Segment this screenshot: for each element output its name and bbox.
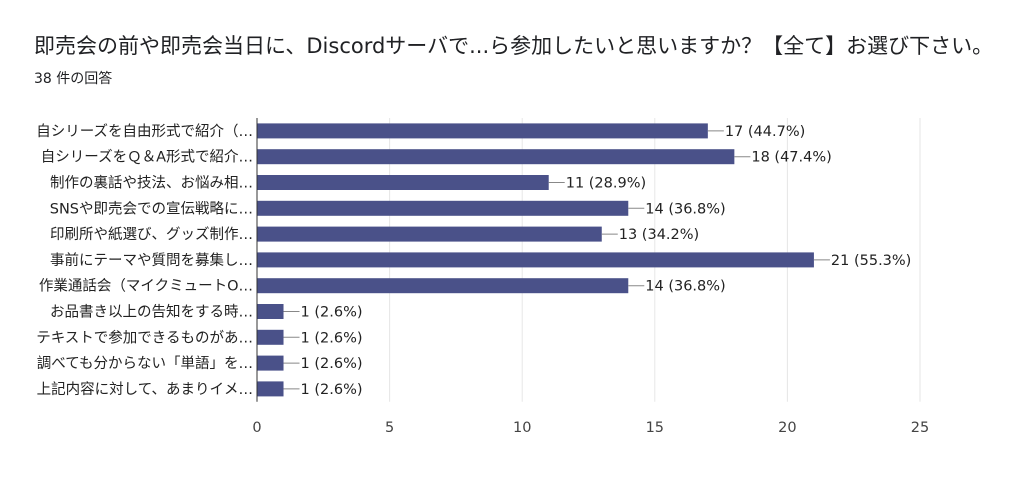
category-label: お品書き以上の告知をする時…: [50, 304, 253, 321]
value-label: 18 (47.4%): [751, 150, 831, 166]
value-label: 11 (28.9%): [566, 176, 646, 192]
value-label: 1 (2.6%): [301, 382, 363, 398]
bar: [257, 329, 284, 345]
chart-title: 即売会の前や即売会当日に、Discordサーバで...ら参加したいと思いますか？…: [34, 34, 994, 58]
bar: [257, 278, 629, 294]
value-label: 13 (34.2%): [619, 227, 699, 243]
x-tick-label: 20: [778, 420, 796, 436]
bars: [257, 123, 830, 397]
value-label: 14 (36.8%): [645, 201, 725, 217]
value-label: 17 (44.7%): [725, 124, 805, 140]
response-count: 38 件の回答: [34, 71, 113, 87]
category-label: 調べても分からない「単語」を…: [37, 355, 253, 372]
x-tick-label: 25: [911, 420, 929, 436]
category-label: 上記内容に対して、あまりイメ…: [37, 381, 253, 398]
bar: [257, 149, 735, 165]
category-label: 自シリーズをＱ＆A形式で紹介…: [41, 149, 253, 166]
x-tick-label: 5: [385, 420, 394, 436]
bar: [257, 381, 284, 397]
value-label: 21 (55.3%): [831, 253, 911, 269]
value-label: 1 (2.6%): [301, 356, 363, 372]
x-tick-label: 15: [646, 420, 664, 436]
bar: [257, 304, 284, 319]
category-label: 印刷所や紙選び、グッズ制作…: [50, 226, 253, 243]
value-label: 1 (2.6%): [301, 305, 363, 321]
category-label: 自シリーズを自由形式で紹介（…: [36, 123, 253, 140]
category-label: 事前にテーマや質問を募集し…: [50, 251, 253, 269]
bar: [257, 175, 549, 190]
bar: [257, 252, 814, 268]
x-tick-label: 0: [252, 420, 261, 436]
bar: [257, 200, 629, 216]
bar: [257, 123, 708, 139]
labels: 0 5 10 15 20 25 自シリーズを自由形式で紹介（… 17 (44.7%) 自シリーズ…: [36, 123, 929, 436]
bar: [257, 355, 284, 371]
x-tick-label: 10: [513, 420, 531, 436]
category-label: テキストで参加できるものがあ…: [36, 329, 253, 346]
value-label: 1 (2.6%): [301, 330, 363, 346]
value-label: 14 (36.8%): [645, 279, 725, 295]
category-label: 作業通話会（マイクミュートO…: [39, 278, 253, 295]
bar: [257, 226, 602, 242]
category-label: 制作の裏話や技法、お悩み相…: [50, 174, 253, 192]
category-label: SNSや即売会での宣伝戦略に…: [50, 200, 253, 217]
